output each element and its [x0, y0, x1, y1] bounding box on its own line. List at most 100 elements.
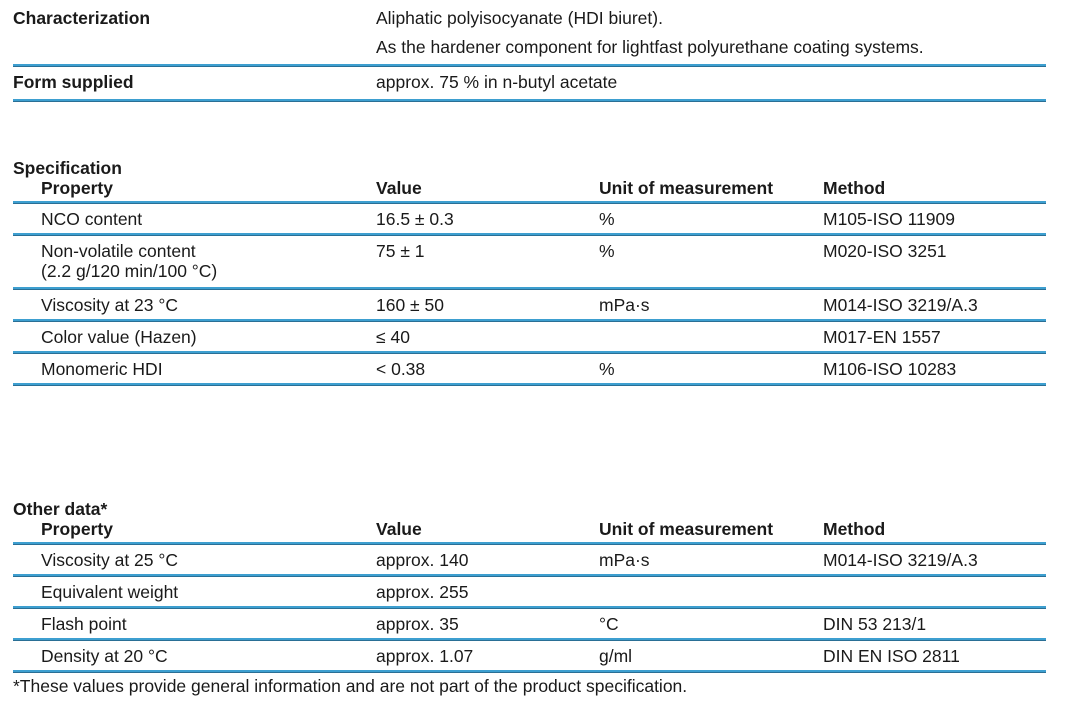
method-text: DIN 53 213/1 [823, 614, 927, 634]
form-supplied-row: Form supplied approx. 75 % in n-butyl ac… [13, 66, 1046, 101]
method-text: M020-ISO 3251 [823, 241, 947, 261]
cell-method: DIN 53 213/1 [823, 614, 1046, 638]
cell-method: M017-EN 1557 [823, 327, 1046, 351]
cell-unit: mPa·s [599, 295, 823, 319]
cell-unit [599, 327, 823, 351]
characterization-line: As the hardener component for lightfast … [376, 37, 924, 57]
unit-text: % [599, 359, 615, 379]
general-info: Characterization Aliphatic polyisocyanat… [13, 8, 1046, 101]
footnote: *These values provide general informatio… [13, 676, 688, 696]
property-text: Color value (Hazen) [41, 327, 197, 347]
cell-unit: g/ml [599, 646, 823, 670]
header-unit: Unit of measurement [599, 178, 774, 198]
specification-section: Specification Property Value Unit of mea… [13, 158, 1046, 385]
cell-unit [599, 582, 823, 606]
cell-property: Equivalent weight [13, 582, 376, 606]
cell-unit: °C [599, 614, 823, 638]
cell-property: Viscosity at 25 °C [13, 550, 376, 574]
cell-unit: mPa·s [599, 550, 823, 574]
value-text: < 0.38 [376, 359, 426, 379]
value-text: approx. 255 [376, 582, 469, 602]
cell-value: approx. 1.07 [376, 646, 599, 670]
value-text: 16.5 ± 0.3 [376, 209, 454, 229]
other-data-section: Other data* Property Value Unit of measu… [13, 499, 1046, 696]
unit-text: % [599, 241, 615, 261]
cell-property: Monomeric HDI [13, 359, 376, 383]
method-text: M017-EN 1557 [823, 327, 941, 347]
table-row: Viscosity at 25 °C approx. 140 mPa·s M014-I… [13, 544, 1046, 576]
method-text: M106-ISO 10283 [823, 359, 957, 379]
property-text: Flash point [41, 614, 127, 634]
header-unit: Unit of measurement [599, 519, 774, 539]
cell-method [823, 582, 1046, 606]
cell-value: 16.5 ± 0.3 [376, 209, 599, 233]
cell-value: approx. 255 [376, 582, 599, 606]
method-text: M014-ISO 3219/A.3 [823, 550, 978, 570]
unit-text: °C [599, 614, 619, 634]
cell-unit: % [599, 359, 823, 383]
cell-value: approx. 140 [376, 550, 599, 574]
cell-value: ≤ 40 [376, 327, 599, 351]
header-value: Value [376, 519, 422, 539]
method-text: M105-ISO 11909 [823, 209, 955, 229]
characterization-label: Characterization [13, 8, 151, 28]
cell-value: 75 ± 1 [376, 241, 599, 287]
value-text: ≤ 40 [376, 327, 410, 347]
cell-method: DIN EN ISO 2811 [823, 646, 1046, 670]
cell-value: < 0.38 [376, 359, 599, 383]
property-text: Viscosity at 23 °C [41, 295, 179, 315]
cell-property: Viscosity at 23 °C [13, 295, 376, 319]
table-row: Non-volatile content (2.2 g/120 min/100 °… [13, 235, 1046, 289]
header-method: Method [823, 519, 886, 539]
unit-text: mPa·s [599, 295, 650, 315]
property-text: Equivalent weight [41, 582, 179, 602]
table-row: Equivalent weight approx. 255 [13, 576, 1046, 608]
cell-method: M014-ISO 3219/A.3 [823, 295, 1046, 319]
value-text: 75 ± 1 [376, 241, 425, 261]
section-title: Specification [13, 158, 122, 178]
header-method: Method [823, 178, 886, 198]
table-row: Viscosity at 23 °C 160 ± 50 mPa·s M014-ISO … [13, 289, 1046, 321]
cell-value: 160 ± 50 [376, 295, 599, 319]
table-header: Property Value Unit of measurement Metho… [13, 519, 1046, 544]
cell-method: M106-ISO 10283 [823, 359, 1046, 383]
value-text: approx. 35 [376, 614, 459, 634]
form-supplied-label: Form supplied [13, 72, 134, 92]
header-value: Value [376, 178, 422, 198]
header-property: Property [41, 519, 113, 539]
unit-text: g/ml [599, 646, 633, 666]
cell-method: M020-ISO 3251 [823, 241, 1046, 287]
header-property: Property [41, 178, 113, 198]
characterization-line: Aliphatic polyisocyanate (HDI biuret). [376, 8, 663, 28]
property-text: NCO content [41, 209, 143, 229]
cell-property: Flash point [13, 614, 376, 638]
property-subtext: (2.2 g/120 min/100 °C) [41, 261, 218, 281]
property-text: Density at 20 °C [41, 646, 168, 666]
property-text: Non-volatile content [41, 241, 196, 261]
cell-property: NCO content [13, 209, 376, 233]
table-row: Flash point approx. 35 °C DIN 53 213/1 [13, 608, 1046, 640]
table-row: Monomeric HDI < 0.38% M106-ISO 10283 [13, 353, 1046, 385]
property-text: Monomeric HDI [41, 359, 163, 379]
table-header: Property Value Unit of measurement Metho… [13, 178, 1046, 203]
cell-unit: % [599, 241, 823, 287]
cell-method: M014-ISO 3219/A.3 [823, 550, 1046, 574]
section-title: Other data* [13, 499, 108, 519]
property-text: Viscosity at 25 °C [41, 550, 179, 570]
cell-value: approx. 35 [376, 614, 599, 638]
table-row: NCO content 16.5 ± 0.3% M105-ISO 11909 [13, 203, 1046, 235]
method-text: DIN EN ISO 2811 [823, 646, 960, 666]
table-row: Color value (Hazen) ≤ 40 M017-EN 1557 [13, 321, 1046, 353]
cell-property: Color value (Hazen) [13, 327, 376, 351]
characterization-row: Characterization Aliphatic polyisocyanat… [13, 8, 1046, 66]
unit-text: mPa·s [599, 550, 650, 570]
form-supplied-value: approx. 75 % in n-butyl acetate [376, 72, 618, 92]
unit-text: % [599, 209, 615, 229]
cell-property: Density at 20 °C [13, 646, 376, 670]
cell-unit: % [599, 209, 823, 233]
method-text: M014-ISO 3219/A.3 [823, 295, 978, 315]
cell-property: Non-volatile content (2.2 g/120 min/100 °… [13, 241, 376, 287]
value-text: approx. 140 [376, 550, 469, 570]
table-row: Density at 20 °C approx. 1.07 g/ml DIN EN I… [13, 640, 1046, 672]
value-text: approx. 1.07 [376, 646, 474, 666]
